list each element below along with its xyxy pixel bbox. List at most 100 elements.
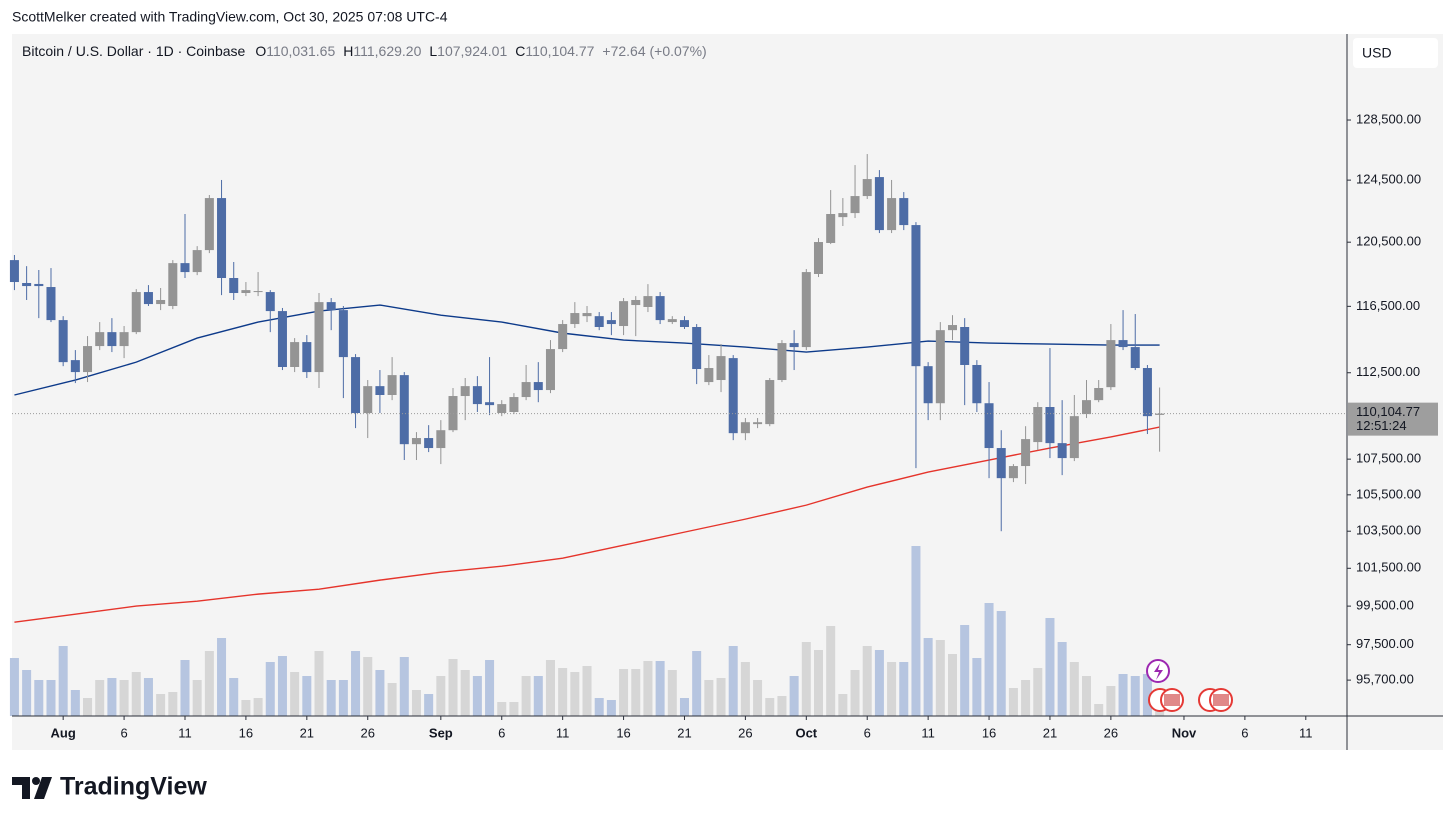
volume-bar xyxy=(351,651,361,716)
volume-bar xyxy=(753,680,763,716)
volume-bar xyxy=(887,662,897,716)
x-tick-label: 26 xyxy=(1104,725,1118,740)
candle-body xyxy=(1106,340,1116,388)
volume-bar xyxy=(947,654,958,716)
volume-bar xyxy=(996,611,1006,716)
c-value: 110,104.77 xyxy=(525,43,594,59)
candle-body xyxy=(156,299,166,305)
candle-body xyxy=(338,310,348,358)
flag xyxy=(1213,694,1229,706)
candle-body xyxy=(58,320,68,363)
credit: ScottMelker created with TradingView.com… xyxy=(12,9,448,25)
y-tick-label: 105,500.00 xyxy=(1356,486,1421,501)
volume-bar xyxy=(533,676,543,716)
y-tick-label: 103,500.00 xyxy=(1356,523,1421,538)
volume-bar xyxy=(1033,668,1043,716)
candle-body xyxy=(753,422,763,425)
candle-body xyxy=(570,313,580,325)
y-tick-label: 112,500.00 xyxy=(1356,364,1420,379)
candle-body xyxy=(424,438,434,449)
y-tick-label: 124,500.00 xyxy=(1356,172,1421,187)
candle-body xyxy=(1130,347,1140,369)
x-tick-label: 21 xyxy=(300,725,314,740)
volume-bar xyxy=(363,657,373,716)
volume-bar xyxy=(302,676,312,716)
volume-bar xyxy=(789,676,799,716)
volume-bar xyxy=(485,660,495,716)
volume-bar xyxy=(156,694,166,716)
volume-bar xyxy=(399,657,409,716)
candle-body xyxy=(545,349,555,391)
volume-bar xyxy=(1082,676,1092,716)
y-tick-label: 128,500.00 xyxy=(1356,111,1421,126)
candle-body xyxy=(521,382,531,398)
volume-bar xyxy=(777,696,787,716)
x-tick-label: 16 xyxy=(239,725,253,740)
candle-body xyxy=(643,296,653,307)
volume-bar xyxy=(83,698,93,716)
lightning xyxy=(1154,663,1163,680)
candle-body xyxy=(460,386,470,397)
change: +72.64 (+0.07%) xyxy=(602,43,706,59)
candle-body xyxy=(619,301,629,327)
volume-bar xyxy=(960,625,970,716)
volume-bar xyxy=(192,680,202,716)
volume-bar xyxy=(277,656,287,716)
last-price-tag xyxy=(1348,402,1438,436)
candle-body xyxy=(899,198,909,226)
candle-body xyxy=(180,263,190,273)
candle-body xyxy=(911,225,921,367)
candle-body xyxy=(740,422,750,434)
legend: Bitcoin / U.S. Dollar · 1D · Coinbase O11… xyxy=(22,43,707,59)
volume-bar xyxy=(582,666,592,716)
volume-bar xyxy=(1094,704,1104,716)
volume-bar xyxy=(472,676,482,716)
candle-body xyxy=(789,343,799,348)
candle-body xyxy=(70,360,80,373)
currency-button[interactable] xyxy=(1353,38,1438,68)
candle-body xyxy=(947,325,958,331)
candle-body xyxy=(168,263,178,307)
y-tick-label: 116,500.00 xyxy=(1356,298,1420,313)
moving-average xyxy=(14,304,1160,396)
candle-body xyxy=(277,311,287,368)
candle-body xyxy=(387,375,397,396)
volume-bar xyxy=(1021,680,1031,716)
volume-bar xyxy=(558,668,568,716)
volume-bar xyxy=(253,698,263,716)
y-tick-label: 107,500.00 xyxy=(1356,451,1421,466)
candle-body xyxy=(95,332,105,347)
candle-body xyxy=(813,242,823,274)
volume-bar xyxy=(667,670,677,716)
x-tick-label: 21 xyxy=(1043,725,1057,740)
x-tick-label: 16 xyxy=(982,725,996,740)
candle-body xyxy=(826,214,836,243)
candle-body xyxy=(801,272,811,348)
x-tick-label: 11 xyxy=(1299,725,1313,740)
currency[interactable]: USD xyxy=(1362,45,1392,61)
volume-bar xyxy=(1045,618,1055,716)
x-tick-label: 11 xyxy=(556,725,570,740)
volume-bar xyxy=(1142,674,1152,716)
l-value: 107,924.01 xyxy=(437,43,507,59)
volume-bar xyxy=(655,661,665,716)
volume-bar xyxy=(22,670,32,716)
candle-body xyxy=(765,380,775,425)
volume-bar xyxy=(619,669,629,716)
candle-body xyxy=(411,438,421,445)
volume-bar xyxy=(728,646,738,716)
volume-bar xyxy=(874,650,884,716)
candle-body xyxy=(679,320,689,328)
brand-logo: TradingView xyxy=(12,773,207,801)
candle-body xyxy=(83,346,93,373)
candle-body xyxy=(119,332,129,347)
candle-body xyxy=(436,430,446,449)
candle-body xyxy=(533,382,543,391)
logo-mark xyxy=(34,777,52,799)
volume-bar xyxy=(692,651,702,716)
volume-bar xyxy=(972,658,982,716)
candle-body xyxy=(960,327,970,365)
candle-body xyxy=(887,198,897,231)
candle-body xyxy=(667,319,677,323)
